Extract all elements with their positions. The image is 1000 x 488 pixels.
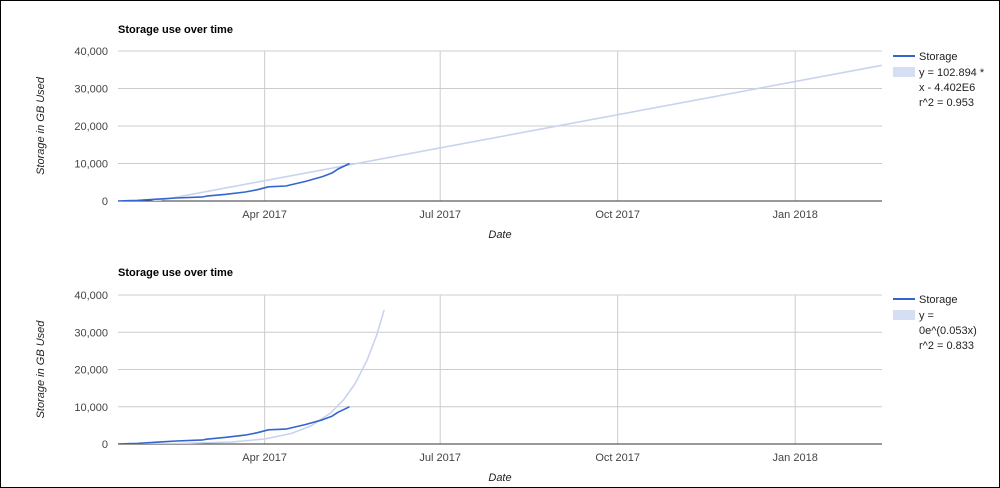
legend-swatch-trendline: [893, 67, 915, 77]
y-axis-title: Storage in GB Used: [35, 76, 47, 175]
legend: Storage y = 0e^(0.053x) r^2 = 0.833: [893, 294, 977, 352]
x-tick-label: Apr 2017: [242, 452, 287, 464]
legend-label-trendline: r^2 = 0.833: [919, 340, 974, 352]
chart-title: Storage use over time: [118, 24, 233, 36]
chart-2: Storage use over time 0 10,000 20,000 30,000…: [35, 267, 977, 484]
legend-label-trendline: 0e^(0.053x): [919, 325, 977, 337]
legend-swatch-trendline: [893, 310, 915, 320]
y-tick-label: 40,000: [74, 46, 108, 58]
y-tick-label: 10,000: [74, 402, 108, 414]
x-tick-label: Jul 2017: [419, 209, 461, 221]
x-tick-label: Jan 2018: [773, 209, 818, 221]
trendline-linear: [151, 64, 882, 201]
y-tick-label: 20,000: [74, 121, 108, 133]
legend: Storage y = 102.894 * x - 4.402E6 r^2 = 0.9…: [893, 51, 985, 109]
x-tick-label: Oct 2017: [595, 209, 640, 221]
y-tick-label: 10,000: [74, 159, 108, 171]
x-tick-label: Apr 2017: [242, 209, 287, 221]
series-line-storage: [118, 162, 350, 201]
legend-label-trendline: x - 4.402E6: [919, 82, 975, 94]
y-tick-label: 40,000: [74, 290, 108, 302]
x-axis-title: Date: [488, 472, 511, 484]
chart-title: Storage use over time: [118, 267, 233, 279]
legend-label-trendline: y = 102.894 *: [919, 67, 985, 79]
x-tick-label: Jan 2018: [773, 452, 818, 464]
y-tick-label: 30,000: [74, 327, 108, 339]
y-tick-label: 20,000: [74, 365, 108, 377]
trendline-exponential: [118, 309, 385, 444]
legend-label-trendline: r^2 = 0.953: [919, 97, 974, 109]
y-tick-label: 30,000: [74, 84, 108, 96]
legend-label-storage: Storage: [919, 51, 958, 63]
series-line-storage: [118, 406, 350, 444]
y-axis-title: Storage in GB Used: [35, 320, 47, 419]
y-tick-label: 0: [102, 439, 108, 451]
x-tick-label: Jul 2017: [419, 452, 461, 464]
x-axis-title: Date: [488, 229, 511, 241]
legend-label-storage: Storage: [919, 294, 958, 306]
y-tick-label: 0: [102, 196, 108, 208]
legend-label-trendline: y =: [919, 310, 934, 322]
chart-1: Storage use over time 0 10,000 20,000 30,000…: [35, 24, 985, 241]
x-tick-label: Oct 2017: [595, 452, 640, 464]
